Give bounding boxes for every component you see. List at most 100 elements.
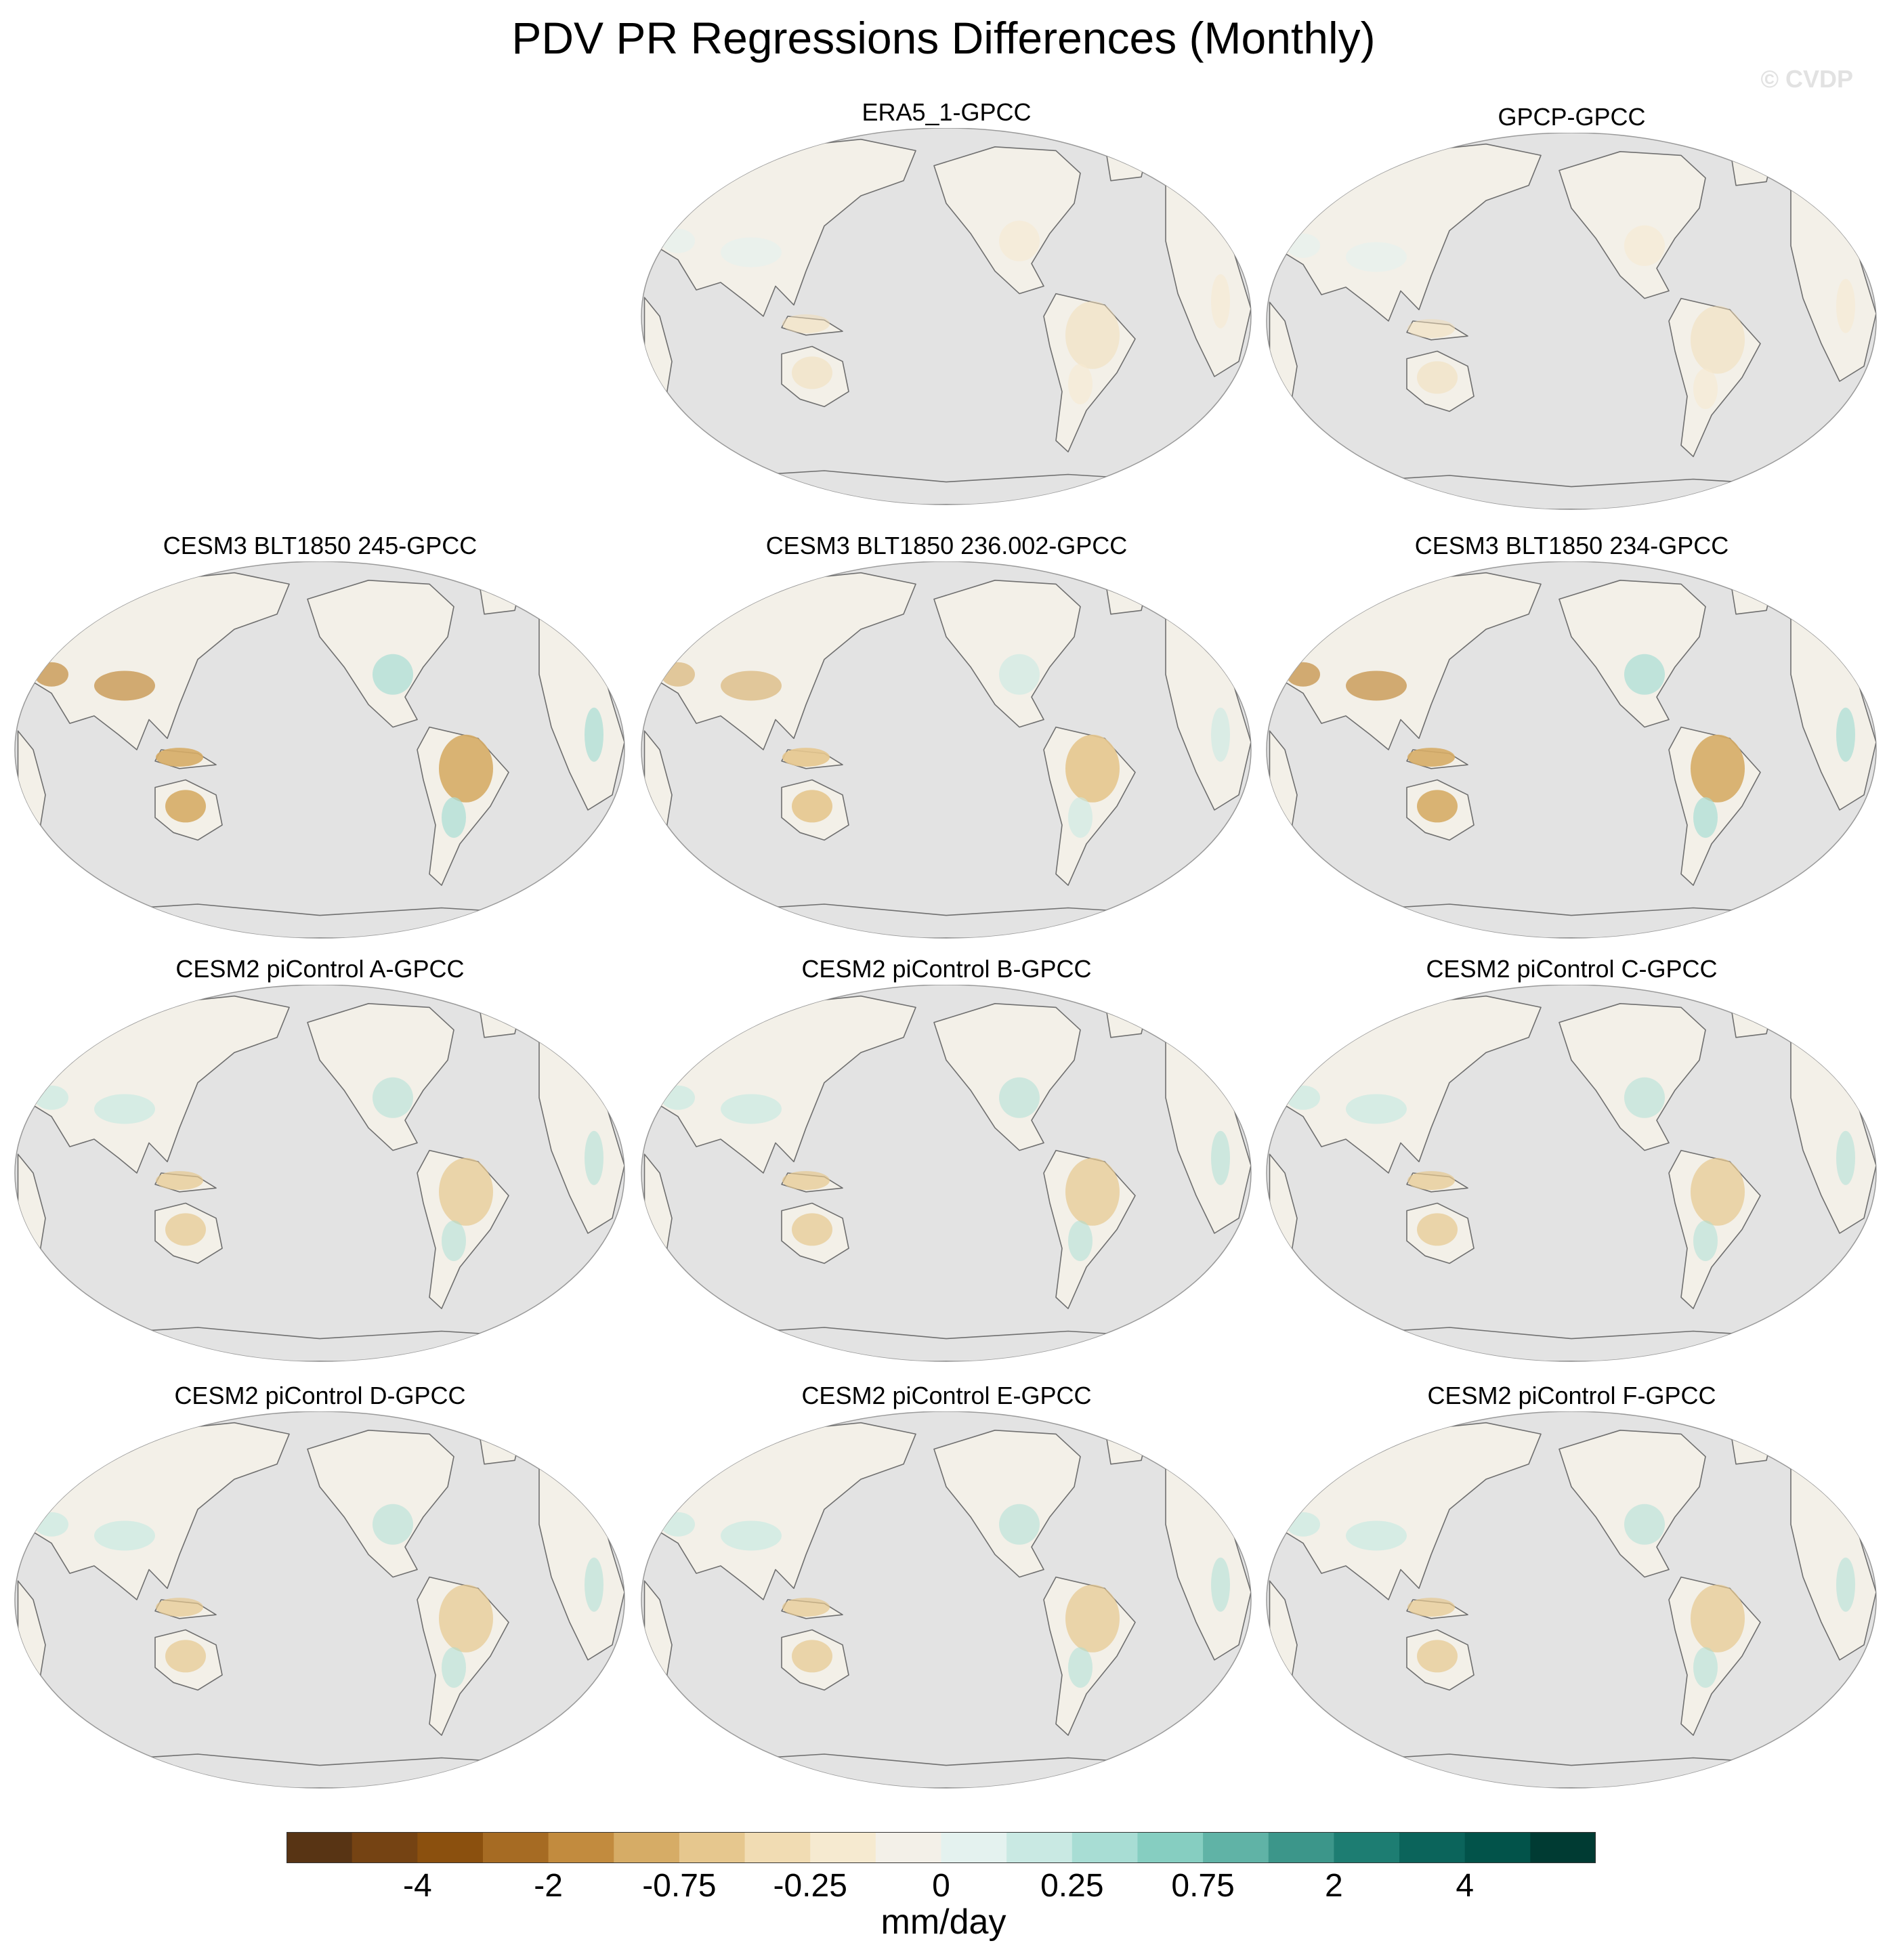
figure-title: PDV PR Regressions Differences (Monthly) (511, 13, 1376, 63)
anomaly-shading (373, 1504, 413, 1545)
panel-title: CESM2 piControl C-GPCC (1426, 955, 1718, 983)
anomaly-shading (721, 1520, 782, 1551)
anomaly-shading (721, 237, 782, 268)
anomaly-shading (721, 1094, 782, 1124)
anomaly-shading (721, 670, 782, 701)
anomaly-shading (94, 1094, 155, 1124)
land-namerica (307, 579, 454, 728)
panel-title: CESM3 BLT1850 245-GPCC (163, 532, 478, 559)
colorbar-segment (1464, 1832, 1531, 1863)
colorbar-units: mm/day (881, 1902, 1006, 1942)
world-map (1266, 133, 1877, 510)
anomaly-shading (782, 748, 830, 767)
land-masses (1269, 995, 1876, 1361)
anomaly-shading (1836, 1557, 1855, 1612)
anomaly-shading (439, 1157, 493, 1226)
colorbar-segment (614, 1832, 680, 1863)
anomaly-shading (782, 1171, 830, 1191)
anomaly-shading (442, 1647, 466, 1688)
world-map (641, 985, 1252, 1362)
map-panel: CESM2 piControl C-GPCC (1265, 955, 1878, 1362)
anomaly-shading (661, 1085, 695, 1110)
map-panel: CESM3 BLT1850 236.002-GPCC (640, 532, 1253, 939)
anomaly-shading (1407, 1171, 1455, 1191)
anomaly-shading (661, 1512, 695, 1537)
colorbar-svg (287, 1832, 1596, 1863)
colorbar-segment (744, 1832, 811, 1863)
anomaly-shading (1417, 1213, 1458, 1246)
land-namerica (933, 1002, 1081, 1151)
anomaly-shading (792, 1213, 832, 1246)
colorbar-segment (1072, 1832, 1138, 1863)
colorbar-segment (1203, 1832, 1269, 1863)
colorbar-tick-label: -2 (534, 1868, 563, 1904)
anomaly-shading (1068, 1647, 1093, 1688)
panel-title: CESM3 BLT1850 234-GPCC (1414, 532, 1729, 559)
anomaly-shading (782, 1598, 830, 1617)
map-panel: ERA5_1-GPCC (640, 98, 1253, 505)
cvdp-watermark: © CVDP (1760, 65, 1853, 93)
land-namerica (1559, 1002, 1706, 1151)
anomaly-shading (1417, 1640, 1458, 1673)
land-greenland (1104, 999, 1148, 1038)
anomaly-shading (1836, 1130, 1855, 1185)
anomaly-shading (1211, 707, 1230, 762)
world-map (641, 128, 1252, 505)
anomaly-shading (1068, 1220, 1093, 1262)
map-panel: CESM2 piControl D-GPCC (14, 1382, 627, 1789)
anomaly-shading (661, 662, 695, 687)
colorbar-segment (1334, 1832, 1400, 1863)
world-map (641, 561, 1252, 939)
colorbar-segment (352, 1832, 418, 1863)
anomaly-shading (1211, 274, 1230, 328)
colorbar-tick-label: -0.75 (642, 1868, 717, 1904)
colorbar-segment (810, 1832, 876, 1863)
anomaly-shading (165, 1213, 206, 1246)
anomaly-shading (1693, 368, 1718, 410)
anomaly-shading (1624, 1504, 1665, 1545)
colorbar-segment (1137, 1832, 1204, 1863)
land-namerica (1559, 1429, 1706, 1578)
map-panel: CESM2 piControl B-GPCC (640, 955, 1253, 1362)
anomaly-shading (999, 220, 1040, 261)
anomaly-shading (442, 1220, 466, 1262)
anomaly-shading (1417, 361, 1458, 394)
anomaly-shading (792, 356, 832, 389)
land-greenland (478, 576, 522, 615)
panel-title: ERA5_1-GPCC (862, 98, 1032, 126)
world-map (1266, 1411, 1877, 1789)
anomaly-shading (1624, 225, 1665, 266)
anomaly-shading (156, 748, 203, 767)
panel-title: CESM3 BLT1850 236.002-GPCC (765, 532, 1128, 559)
panel-title: CESM2 piControl A-GPCC (175, 955, 465, 983)
colorbar-segment (1006, 1832, 1073, 1863)
anomaly-shading (1068, 364, 1093, 405)
colorbar-tick-label: 0 (932, 1868, 950, 1904)
anomaly-shading (1693, 1220, 1718, 1262)
anomaly-shading (792, 790, 832, 823)
anomaly-shading (94, 670, 155, 701)
anomaly-shading (35, 1085, 68, 1110)
colorbar-segment (679, 1832, 746, 1863)
colorbar-segment (417, 1832, 484, 1863)
colorbar-segment (482, 1832, 549, 1863)
anomaly-shading (1836, 707, 1855, 762)
land-greenland (1104, 576, 1148, 615)
world-map (14, 561, 625, 939)
world-map (14, 1411, 625, 1789)
anomaly-shading (661, 228, 695, 253)
anomaly-shading (1407, 319, 1455, 339)
anomaly-shading (1836, 278, 1855, 333)
land-namerica (933, 1429, 1081, 1578)
land-namerica (307, 1002, 454, 1151)
colorbar-tick-label: 0.25 (1040, 1868, 1104, 1904)
land-greenland (478, 1426, 522, 1465)
anomaly-shading (165, 1640, 206, 1673)
anomaly-shading (585, 1557, 603, 1612)
land-greenland (1104, 1426, 1148, 1465)
land-namerica (1559, 150, 1706, 299)
land-namerica (933, 579, 1081, 728)
anomaly-shading (585, 707, 603, 762)
land-greenland (478, 999, 522, 1038)
land-greenland (1729, 147, 1773, 186)
